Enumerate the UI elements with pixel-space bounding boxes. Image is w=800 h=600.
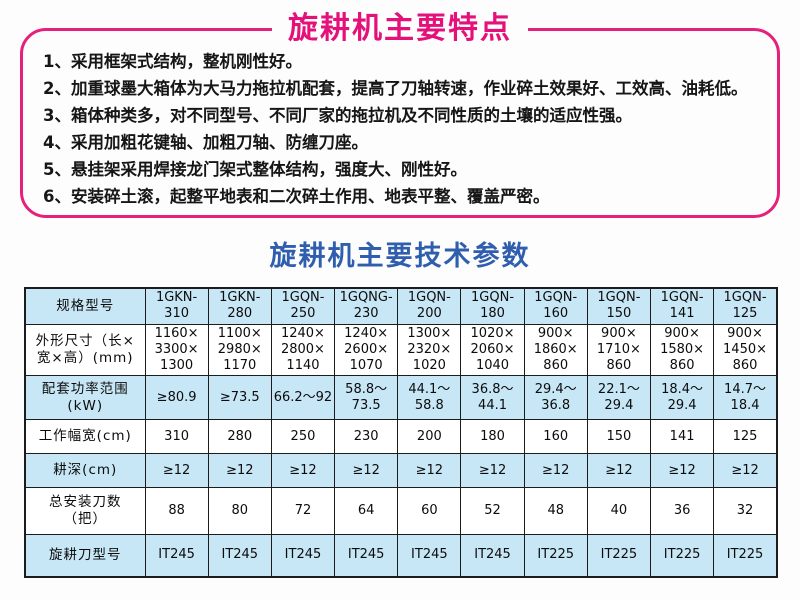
spec-cell: 48 [523,487,588,536]
spec-cell: 18.4～ 29.4 [649,375,715,421]
model-header-cell: 1GQN-125 [713,287,778,325]
model-header-cell: 1GQN-141 [649,287,715,325]
model-header-cell: 1GQN-200 [397,287,462,325]
spec-cell: 900× 1580× 860 [649,323,715,377]
spec-cell: 310 [144,419,209,455]
model-header-cell: 1GQN-160 [523,287,588,325]
spec-cell: 44.1～ 58.8 [397,375,462,421]
spec-cell: 80 [207,487,272,536]
spec-cell: 1160× 3300× 1300 [144,323,209,377]
spec-cell: 1240× 2800× 1140 [270,323,336,377]
feature-item: 3、箱体种类多，对不同型号、不同厂家的拖拉机及不同性质的土壤的适应性强。 [43,106,632,125]
spec-cell: 900× 1710× 860 [586,323,652,377]
model-header-cell: 1GQN-180 [460,287,525,325]
spec-cell: IT245 [397,534,462,578]
model-header-cell: 1GQN-250 [270,287,336,325]
spec-cell: ≥12 [523,453,588,489]
spec-cell: IT245 [144,534,209,578]
spec-cell: ≥12 [713,453,778,489]
model-header-cell: 1GQN-150 [586,287,652,325]
spec-cell: 29.4～ 36.8 [523,375,588,421]
spec-cell: 180 [460,419,525,455]
spec-cell: ≥12 [334,453,399,489]
features-box: 旋耕机主要特点 1、采用框架式结构，整机刚性好。 2、加重球墨大箱体为大马力拖拉… [20,10,780,218]
features-title: 旋耕机主要特点 [272,10,528,48]
spec-cell: ≥12 [586,453,652,489]
spec-cell: IT245 [334,534,399,578]
spec-row-label: 规格型号 [24,287,146,325]
spec-cell: IT225 [713,534,778,578]
spec-cell: 160 [523,419,588,455]
specs-title: 旋耕机主要技术参数 [269,241,531,272]
table-row-header: 规格型号 1GKN-310 1GKN-280 1GQN-250 1GQNG-23… [24,287,778,325]
spec-cell: 58.8～ 73.5 [334,375,399,421]
spec-cell: 14.7～ 18.4 [713,375,778,421]
spec-cell: 52 [460,487,525,536]
spec-cell: ≥12 [144,453,209,489]
spec-cell: 40 [586,487,652,536]
spec-cell: 150 [586,419,652,455]
spec-cell: 88 [144,487,209,536]
spec-cell: ≥12 [460,453,525,489]
spec-cell: 1300× 2320× 1020 [397,323,462,377]
spec-cell: 141 [649,419,715,455]
feature-item: 4、采用加粗花键轴、加粗刀轴、防缠刀座。 [43,133,368,152]
spec-row-label: 总安装刀数 （把） [24,487,146,536]
spec-cell: 22.1～ 29.4 [586,375,652,421]
feature-item: 1、采用框架式结构，整机刚性好。 [43,52,302,71]
spec-cell: 36 [649,487,715,536]
spec-cell: 1020× 2060× 1040 [460,323,525,377]
spec-cell: ≥80.9 [144,375,209,421]
spec-cell: 32 [713,487,778,536]
spec-cell: 72 [270,487,336,536]
spec-cell: 230 [334,419,399,455]
spec-cell: 200 [397,419,462,455]
spec-cell: ≥12 [270,453,336,489]
specs-table: 规格型号 1GKN-310 1GKN-280 1GQN-250 1GQNG-23… [24,287,778,578]
spec-cell: 900× 1860× 860 [523,323,588,377]
spec-cell: IT225 [523,534,588,578]
table-row-power-range: 配套功率范围 (kW) ≥80.9 ≥73.5 66.2～92 58.8～ 73… [24,375,778,421]
spec-cell: 900× 1450× 860 [713,323,778,377]
spec-cell: IT225 [649,534,715,578]
spec-cell: 36.8～ 44.1 [460,375,525,421]
spec-cell: ≥73.5 [207,375,272,421]
table-row-blade-model: 旋耕刀型号 IT245 IT245 IT245 IT245 IT245 IT24… [24,534,778,578]
spec-row-label: 工作幅宽(cm) [24,419,146,455]
table-row-working-width: 工作幅宽(cm) 310 280 250 230 200 180 160 150… [24,419,778,455]
spec-cell: IT245 [270,534,336,578]
spec-cell: 280 [207,419,272,455]
spec-cell: ≥12 [397,453,462,489]
features-list: 1、采用框架式结构，整机刚性好。 2、加重球墨大箱体为大马力拖拉机配套，提高了刀… [23,31,777,210]
spec-cell: 64 [334,487,399,536]
spec-cell: ≥12 [207,453,272,489]
spec-cell: IT225 [586,534,652,578]
spec-cell: 125 [713,419,778,455]
table-row-tilling-depth: 耕深(cm) ≥12 ≥12 ≥12 ≥12 ≥12 ≥12 ≥12 ≥12 ≥… [24,453,778,489]
spec-row-label: 外形尺寸（长× 宽×高）(mm) [24,323,146,377]
spec-cell: 250 [270,419,336,455]
model-header-cell: 1GKN-280 [207,287,272,325]
spec-cell: 66.2～92 [270,375,336,421]
spec-cell: IT245 [460,534,525,578]
spec-cell: ≥12 [649,453,715,489]
model-header-cell: 1GKN-310 [144,287,209,325]
feature-item: 5、悬挂架采用焊接龙门架式整体结构，强度大、刚性好。 [43,160,467,179]
feature-item: 2、加重球墨大箱体为大马力拖拉机配套，提高了刀轴转速，作业碎土效果好、工效高、油… [43,79,748,98]
table-row-blade-count: 总安装刀数 （把） 88 80 72 64 60 52 48 40 36 32 [24,487,778,536]
table-row-dimensions: 外形尺寸（长× 宽×高）(mm) 1160× 3300× 1300 1100× … [24,323,778,377]
spec-cell: 1240× 2600× 1070 [334,323,399,377]
spec-row-label: 配套功率范围 (kW) [24,375,146,421]
model-header-cell: 1GQNG-230 [334,287,399,325]
spec-row-label: 耕深(cm) [24,453,146,489]
spec-cell: IT245 [207,534,272,578]
spec-cell: 1100× 2980× 1170 [207,323,272,377]
feature-item: 6、安装碎土滚，起整平地表和二次碎土作用、地表平整、覆盖严密。 [43,187,550,206]
spec-row-label: 旋耕刀型号 [24,534,146,578]
spec-cell: 60 [397,487,462,536]
